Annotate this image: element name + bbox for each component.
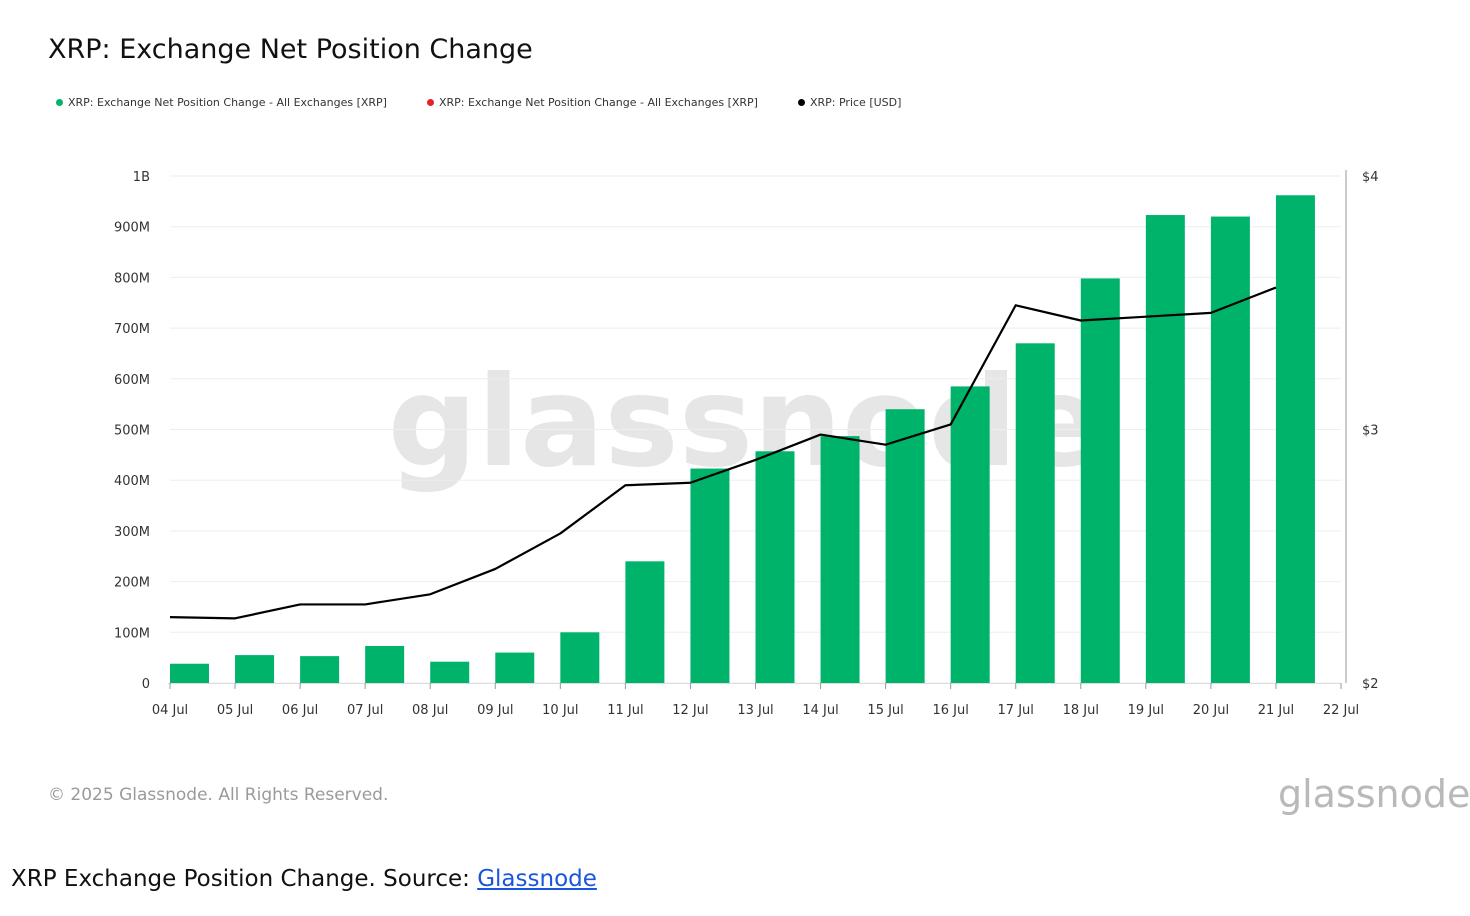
legend-label-price: XRP: Price [USD]: [809, 96, 902, 109]
y-axis-right: $2 $3 $4: [1345, 170, 1379, 692]
y-left-tick-label: 700M: [114, 322, 150, 337]
bar: [235, 655, 275, 683]
legend-item-price[interactable]: XRP: Price [USD]: [797, 96, 902, 109]
legend-item-netposition-green[interactable]: XRP: Exchange Net Position Change - All …: [56, 96, 387, 109]
copyright-text: © 2025 Glassnode. All Rights Reserved.: [48, 785, 389, 805]
bar: [365, 645, 405, 683]
x-tick-label: 13 Jul: [737, 703, 773, 718]
legend-dot-green: [56, 99, 63, 106]
x-tick-label: 09 Jul: [477, 703, 513, 718]
y-left-tick-label: 600M: [114, 373, 150, 388]
bar: [625, 561, 665, 683]
bar: [1080, 278, 1120, 683]
y-left-tick-label: 800M: [114, 271, 150, 286]
chart-svg: glassnode 0 100M 200M 300M 400M 500M 600M 700M 8…: [114, 170, 1379, 718]
bar-series: [170, 195, 1315, 684]
y-right-tick-label: $3: [1362, 424, 1379, 439]
x-tick-label: 06 Jul: [282, 703, 318, 718]
x-tick-label: 05 Jul: [217, 703, 253, 718]
x-tick-label: 19 Jul: [1128, 703, 1164, 718]
legend-dot-red: [426, 99, 434, 106]
x-tick-label: 15 Jul: [867, 703, 903, 718]
x-tick-label: 11 Jul: [607, 703, 643, 718]
y-left-tick-label: 200M: [114, 576, 150, 591]
x-tick-label: 21 Jul: [1258, 703, 1294, 718]
x-axis: 04 Jul 05 Jul 06 Jul 07 Jul 08 Jul 09 Jul 10 J…: [152, 683, 1359, 718]
bar: [495, 652, 535, 683]
bar: [1015, 343, 1055, 683]
x-tick-label: 17 Jul: [998, 703, 1034, 718]
bar: [885, 409, 925, 683]
legend-dot-black: [797, 99, 805, 106]
chart-watermark: glassnode: [388, 350, 1103, 495]
brand-logo: glassnode: [1278, 772, 1470, 816]
y-left-tick-label: 500M: [114, 424, 150, 439]
bar: [560, 632, 600, 683]
bar: [820, 436, 860, 683]
bar: [1210, 216, 1250, 683]
x-tick-label: 16 Jul: [932, 703, 968, 718]
y-left-tick-label: 100M: [114, 626, 150, 641]
source-link[interactable]: Glassnode: [477, 866, 597, 892]
legend: XRP: Exchange Net Position Change - All …: [56, 96, 941, 109]
figure-caption: XRP Exchange Position Change. Source: Gl…: [11, 866, 597, 892]
caption-text: XRP Exchange Position Change. Source:: [11, 866, 478, 892]
y-right-tick-label: $2: [1362, 677, 1379, 692]
y-axis-left: 0 100M 200M 300M 400M 500M 600M 700M 800M 900M 1B: [114, 170, 150, 692]
x-tick-label: 18 Jul: [1063, 703, 1099, 718]
legend-label-netposition-green: XRP: Exchange Net Position Change - All …: [68, 96, 387, 109]
x-tick-label: 22 Jul: [1323, 703, 1359, 718]
bar: [1275, 195, 1315, 684]
price-line-series: [169, 286, 1277, 620]
x-tick-label: 14 Jul: [802, 703, 838, 718]
price-line: [169, 286, 1277, 620]
legend-item-netposition-red[interactable]: XRP: Exchange Net Position Change - All …: [426, 96, 758, 109]
bar: [950, 386, 990, 683]
chart-title: XRP: Exchange Net Position Change: [48, 34, 533, 65]
bar: [1145, 215, 1185, 683]
legend-label-netposition-red: XRP: Exchange Net Position Change - All …: [438, 96, 758, 109]
bar: [170, 663, 209, 683]
bar: [300, 656, 340, 683]
x-tick-label: 10 Jul: [542, 703, 578, 718]
x-tick-label: 07 Jul: [347, 703, 383, 718]
x-tick-label: 12 Jul: [672, 703, 708, 718]
y-left-tick-label: 0: [142, 677, 150, 692]
x-tick-label: 20 Jul: [1193, 703, 1229, 718]
bar: [430, 661, 470, 683]
y-left-tick-label: 900M: [114, 221, 150, 236]
bar: [755, 451, 795, 683]
y-left-tick-label: 400M: [114, 474, 150, 489]
y-right-tick-label: $4: [1362, 170, 1379, 185]
x-tick-label: 08 Jul: [412, 703, 448, 718]
bar: [690, 468, 730, 683]
y-left-tick-label: 300M: [114, 525, 150, 540]
x-tick-label: 04 Jul: [152, 703, 188, 718]
y-left-tick-label: 1B: [133, 170, 150, 185]
